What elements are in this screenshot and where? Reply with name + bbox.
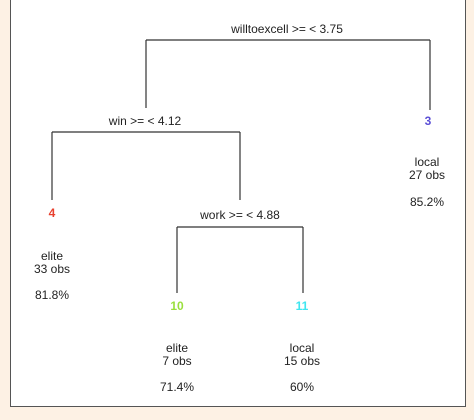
leaf-10-info: elite 7 obs: [162, 342, 191, 368]
leaf-4-info: elite 33 obs: [34, 250, 70, 276]
split-label-work: work >= < 4.88: [200, 208, 280, 222]
leaf-10-percent: 71.4%: [159, 380, 195, 394]
leaf-3-percent: 85.2%: [409, 195, 445, 209]
plot-panel: [10, 0, 466, 407]
split-label-willtoexcell: willtoexcell >= < 3.75: [231, 22, 343, 36]
leaf-11-obs: 15 obs: [283, 354, 321, 368]
node-id-11: 11: [295, 299, 309, 313]
leaf-11-info: local 15 obs: [284, 342, 320, 368]
leaf-3-info: local 27 obs: [409, 156, 445, 182]
node-id-4: 4: [48, 206, 56, 220]
leaf-11-class: local: [289, 341, 315, 355]
node-id-3: 3: [424, 114, 432, 128]
leaf-3-obs: 27 obs: [408, 168, 446, 182]
split-label-win: win >= < 4.12: [108, 114, 182, 128]
leaf-3-class: local: [414, 155, 440, 169]
leaf-4-percent: 81.8%: [34, 288, 70, 302]
leaf-11-percent: 60%: [289, 380, 315, 394]
leaf-10-obs: 7 obs: [162, 354, 192, 368]
leaf-4-obs: 33 obs: [33, 262, 71, 276]
leaf-4-class: elite: [40, 249, 63, 263]
node-id-10: 10: [170, 299, 184, 313]
leaf-10-class: elite: [165, 341, 189, 355]
